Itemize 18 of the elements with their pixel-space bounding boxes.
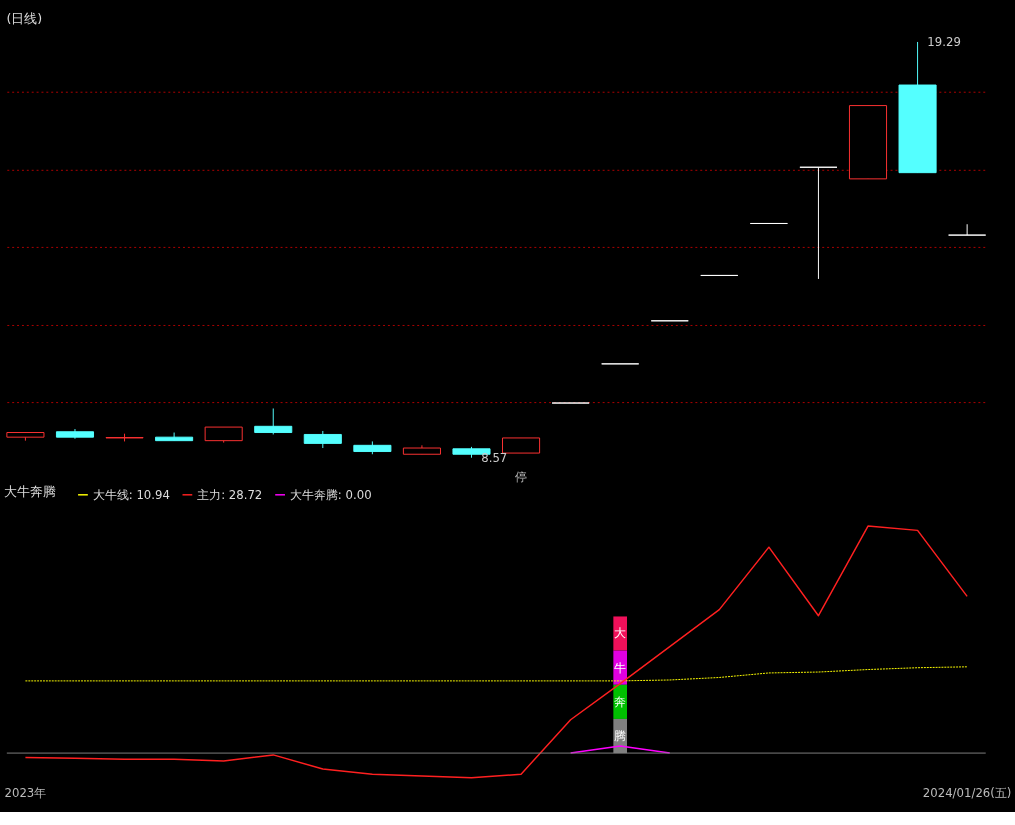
x-tick-label: 2024/01/26(五) [922, 785, 1012, 800]
annotation: 大 [614, 626, 627, 641]
candlestick [799, 166, 838, 280]
legend-label: 主力: 28.72 [197, 487, 263, 502]
candlestick [155, 432, 194, 442]
x-tick-label: 2023年 [4, 785, 47, 800]
annotation: 奔 [614, 694, 627, 709]
chart-title: 大牛奔腾 [4, 483, 57, 499]
annotation: 8.57 [481, 450, 508, 465]
x-tick-label: 停 [515, 469, 528, 484]
candlestick [948, 223, 987, 236]
annotation: 19.29 [927, 34, 961, 49]
legend-label: 大牛线: 10.94 [92, 487, 170, 502]
annotation: 腾 [614, 728, 627, 743]
annotation: 牛 [614, 660, 627, 675]
candlestick [254, 407, 293, 435]
chart-title: (日线) [6, 11, 43, 27]
legend-label: 大牛奔腾: 0.00 [289, 487, 372, 502]
